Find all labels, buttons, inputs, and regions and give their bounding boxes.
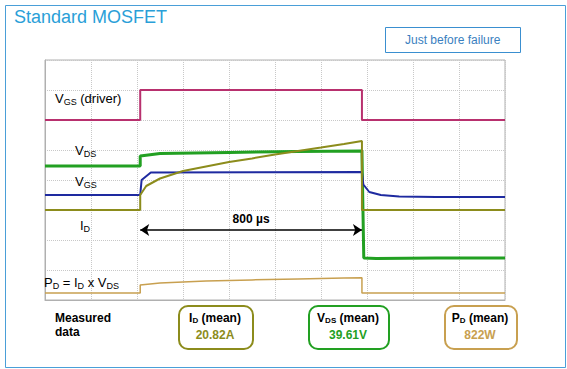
svg-text:(mean): (mean) bbox=[466, 311, 509, 325]
svg-text:P: P bbox=[44, 275, 53, 290]
svg-text:V: V bbox=[75, 174, 84, 189]
svg-text:V: V bbox=[317, 311, 325, 325]
svg-text:D: D bbox=[77, 280, 85, 291]
svg-text:GS: GS bbox=[64, 97, 77, 107]
svg-text:Standard MOSFET: Standard MOSFET bbox=[14, 7, 167, 27]
svg-text:(mean): (mean) bbox=[336, 311, 379, 325]
svg-text:V: V bbox=[55, 91, 64, 106]
svg-text:DS: DS bbox=[84, 149, 97, 159]
svg-text:20.82A: 20.82A bbox=[196, 328, 235, 342]
svg-text:Measured: Measured bbox=[55, 311, 111, 325]
svg-text:= I: = I bbox=[59, 275, 77, 290]
svg-text:P: P bbox=[452, 311, 460, 325]
svg-text:V: V bbox=[75, 143, 84, 158]
svg-text:(mean): (mean) bbox=[198, 311, 241, 325]
svg-text:822W: 822W bbox=[464, 328, 496, 342]
svg-text:x V: x V bbox=[84, 275, 107, 290]
svg-text:DS: DS bbox=[325, 316, 337, 325]
svg-text:39.61V: 39.61V bbox=[329, 328, 367, 342]
svg-text:data: data bbox=[55, 325, 80, 339]
html-text:ID: ID bbox=[189, 310, 199, 325]
svg-text:D: D bbox=[459, 315, 466, 325]
svg-text:(driver): (driver) bbox=[77, 91, 122, 106]
svg-text:DS: DS bbox=[106, 281, 119, 291]
svg-text:800 µs: 800 µs bbox=[233, 212, 270, 226]
svg-text:Just before failure: Just before failure bbox=[405, 33, 501, 47]
svg-text:I: I bbox=[80, 218, 84, 233]
svg-text:D: D bbox=[52, 280, 60, 291]
svg-text:D: D bbox=[84, 224, 91, 234]
svg-text:GS: GS bbox=[84, 180, 97, 190]
